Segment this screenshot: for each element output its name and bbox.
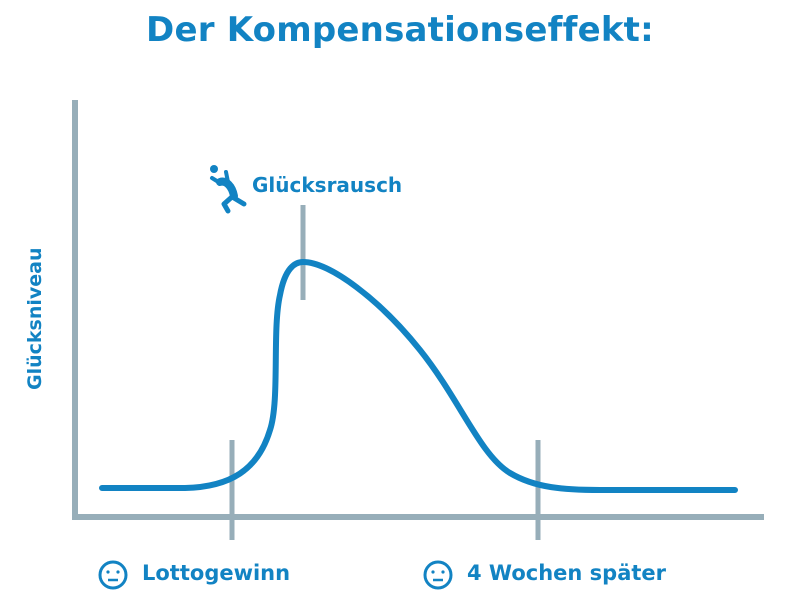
lottery-win-label: Lottogewinn: [142, 561, 290, 585]
four-weeks-later-label: 4 Wochen später: [467, 561, 666, 585]
jumping-person-icon: [210, 165, 247, 214]
lottery-win-label-text: Lottogewinn: [142, 561, 291, 585]
y-axis-label: Glücksniveau: [24, 247, 46, 391]
neutral-face-icon: [98, 560, 128, 590]
happiness-curve: [99, 259, 738, 493]
peak-label: Glücksrausch: [252, 173, 403, 197]
diagram-title: Der Kompensationseffekt:: [146, 10, 654, 50]
neutral-face-icon: [423, 560, 453, 590]
four-weeks-later-label-text: 4 Wochen später: [467, 561, 667, 585]
